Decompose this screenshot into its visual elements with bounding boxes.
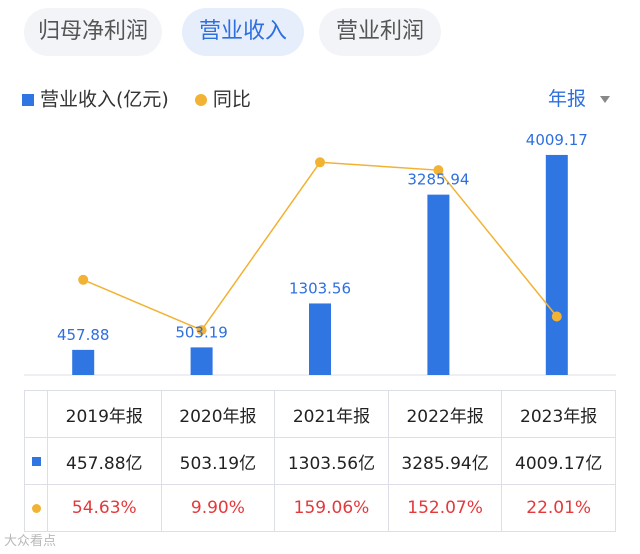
line-legend-label: 同比 bbox=[212, 88, 251, 111]
period-value: 年报 bbox=[547, 88, 586, 110]
revenue-cell-2023: 4009.17亿 bbox=[501, 437, 616, 485]
tab-operating-profit[interactable]: 营业利润 bbox=[319, 8, 441, 56]
period-dropdown[interactable]: 年报 bbox=[548, 86, 610, 112]
revenue-row-marker bbox=[24, 437, 48, 485]
yoy-cell-2019: 54.63% bbox=[47, 484, 162, 532]
yoy-point-2023年报 bbox=[551, 311, 562, 322]
bar-value-label: 503.19 bbox=[175, 323, 228, 341]
revenue-cell-2021: 1303.56亿 bbox=[274, 437, 389, 485]
bar-2019年报 bbox=[72, 349, 95, 375]
revenue-cell-2020: 503.19亿 bbox=[160, 437, 276, 485]
header-2022: 2022年报 bbox=[387, 390, 503, 438]
bar-2023年报 bbox=[545, 154, 568, 375]
header-2021: 2021年报 bbox=[274, 390, 389, 438]
bar-value-label: 3285.94 bbox=[407, 171, 469, 189]
yoy-point-2019年报 bbox=[78, 274, 89, 285]
yoy-point-2021年报 bbox=[315, 157, 325, 168]
yoy-point-2022年报 bbox=[433, 165, 444, 176]
yoy-row: 54.63% 9.90% 159.06% 152.07% 22.01% bbox=[24, 484, 616, 532]
yoy-cell-2023: 22.01% bbox=[501, 484, 616, 532]
bar-2021年报 bbox=[309, 303, 331, 375]
yoy-cell-2021: 159.06% bbox=[274, 484, 389, 532]
metric-tabs: 归母净利润 营业收入 营业利润 bbox=[0, 8, 640, 58]
yoy-row-marker bbox=[24, 484, 48, 532]
bar-2020年报 bbox=[190, 347, 213, 375]
bar-value-label: 4009.17 bbox=[526, 131, 588, 149]
chart-legend: 营业收入(亿元) 同比 bbox=[22, 86, 251, 112]
data-table: 2019年报 2020年报 2021年报 2022年报 2023年报 457.8… bbox=[24, 390, 616, 532]
watermark: 大众看点 bbox=[4, 534, 57, 549]
header-2019: 2019年报 bbox=[47, 390, 162, 438]
yoy-point-2020年报 bbox=[196, 325, 207, 336]
tab-revenue[interactable]: 营业收入 bbox=[182, 8, 304, 56]
chevron-down-icon bbox=[600, 96, 610, 103]
yoy-cell-2020: 9.90% bbox=[160, 484, 276, 532]
header-2020: 2020年报 bbox=[160, 390, 276, 438]
bar-value-label: 457.88 bbox=[57, 326, 110, 344]
yoy-cell-2022: 152.07% bbox=[387, 484, 503, 532]
corner-cell bbox=[24, 390, 48, 438]
header-2023: 2023年报 bbox=[501, 390, 616, 438]
revenue-chart: 457.88 503.19 1303.56 3285.94 4009.17 bbox=[24, 131, 616, 376]
bar-2022年报 bbox=[427, 194, 450, 375]
bar-legend-marker bbox=[22, 93, 34, 106]
bar-legend-label: 营业收入(亿元) bbox=[40, 88, 169, 111]
table-header-row: 2019年报 2020年报 2021年报 2022年报 2023年报 bbox=[24, 390, 616, 438]
revenue-cell-2022: 3285.94亿 bbox=[387, 437, 503, 485]
line-legend-marker bbox=[194, 93, 207, 106]
revenue-cell-2019: 457.88亿 bbox=[47, 437, 162, 485]
bar-value-label: 1303.56 bbox=[289, 279, 351, 297]
tab-net-profit[interactable]: 归母净利润 bbox=[24, 8, 162, 56]
revenue-row: 457.88亿 503.19亿 1303.56亿 3285.94亿 4009.1… bbox=[24, 437, 616, 485]
